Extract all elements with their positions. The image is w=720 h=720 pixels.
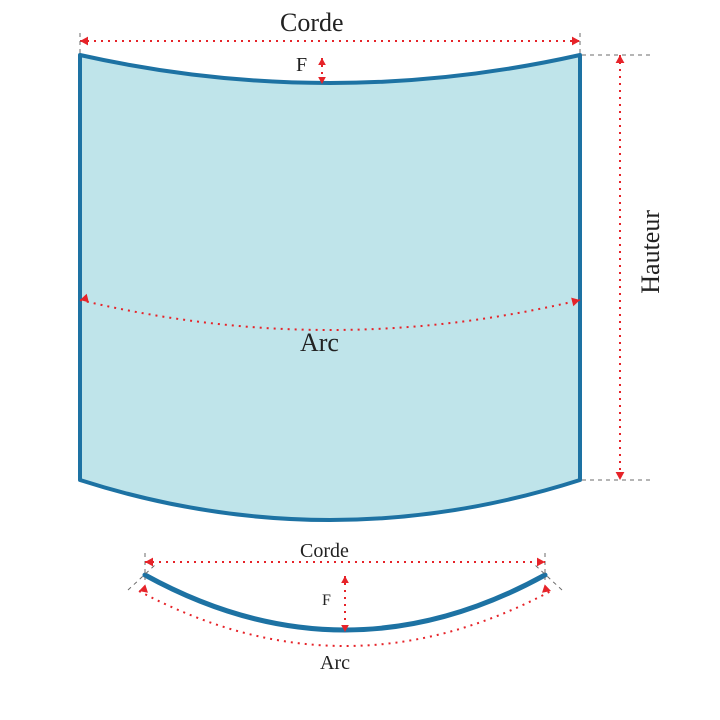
label-f-main: F [296,54,307,77]
label-arc-main: Arc [300,328,339,358]
label-corde-main: Corde [280,8,344,38]
label-f-2: F [322,592,331,610]
label-hauteur: Hauteur [636,210,666,294]
label-corde-2: Corde [300,540,349,563]
diagram-svg [0,0,720,720]
diagram-stage: { "canvas": { "w": 720, "h": 720, "bg": … [0,0,720,720]
label-arc-2: Arc [320,652,350,675]
